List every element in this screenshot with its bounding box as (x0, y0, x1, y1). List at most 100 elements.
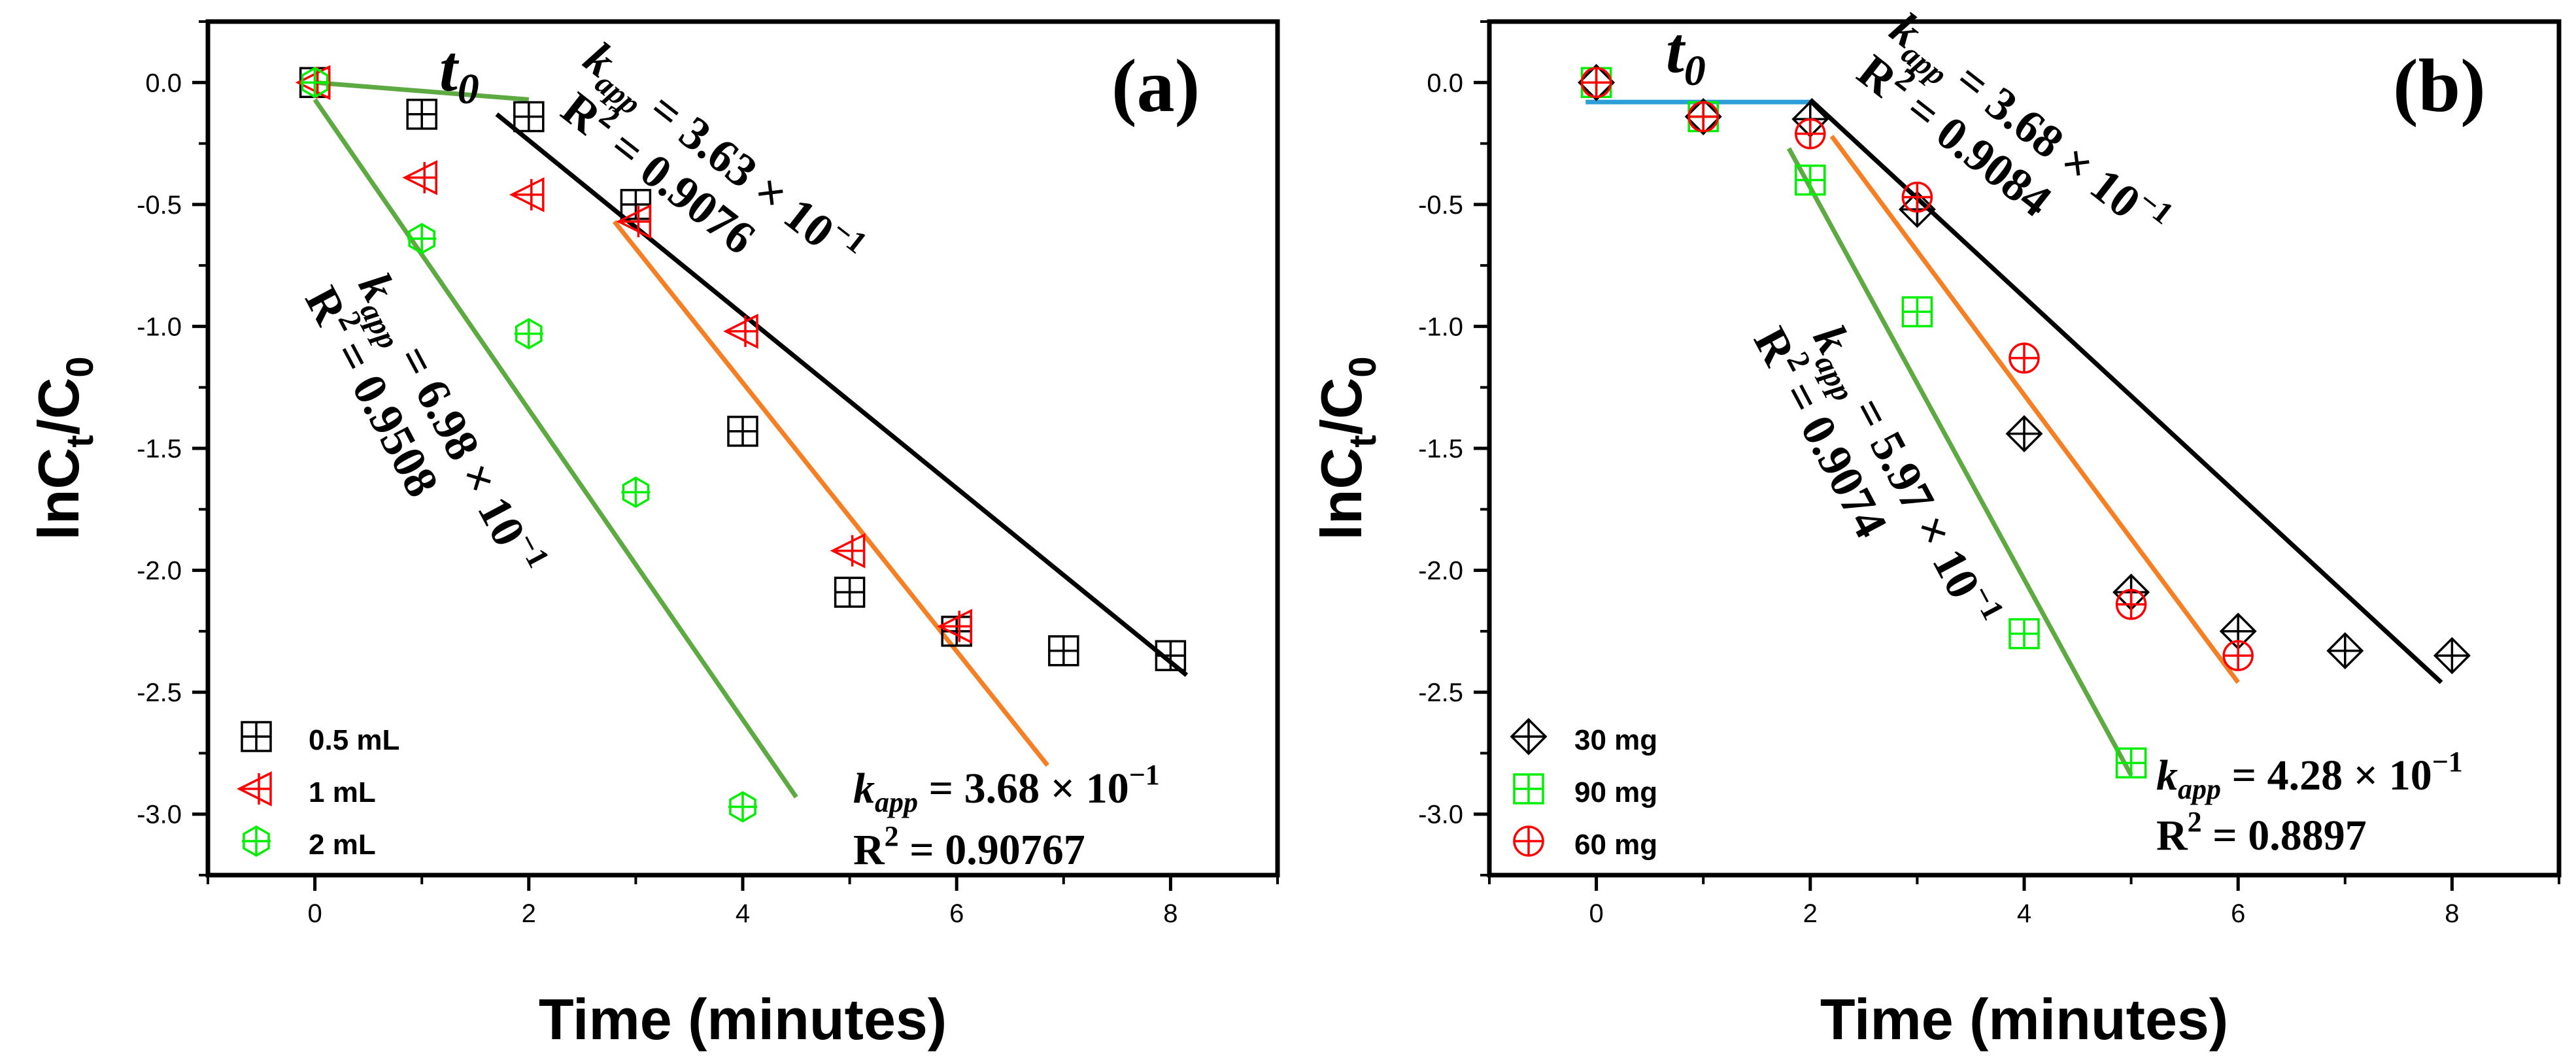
legend-marker (241, 721, 272, 752)
r2-value: = 0.90767 (899, 826, 1085, 874)
panel-b: 0 2 4 6 80.0-0.5-1.0-1.5-2.0-2.5-3.0 (b) t0 … (1309, 2, 2562, 1052)
fit-line (612, 220, 1049, 767)
data-point (830, 533, 866, 569)
annotation-b-2: kapp = 5.97 × 10−1 R2 = 0.9074 (1744, 316, 2011, 625)
x-tick-label: 2 (1803, 899, 1818, 928)
r2-exponent: 2 (2188, 806, 2202, 838)
legend-label-90mg: 90 mg (1574, 776, 1657, 808)
data-point (2005, 415, 2043, 453)
data-points-a (295, 65, 1187, 823)
y-title-sub-2: 0 (59, 356, 101, 377)
legend-label-2ml: 2 mL (309, 829, 376, 861)
r2-exponent: 2 (885, 820, 899, 852)
data-point (300, 67, 330, 99)
k-value: = 4.28 × 10 (2221, 752, 2432, 799)
x-axis-title-b: Time (minutes) (1820, 987, 2228, 1052)
legend-label-1ml: 1 mL (309, 776, 376, 808)
fit-line (495, 112, 1189, 677)
y-title-sub-1: t (59, 435, 101, 448)
fit-line (313, 98, 798, 799)
panel-label-b: (b) (2393, 44, 2486, 128)
data-point (1687, 101, 1719, 133)
k-symbol: k (2156, 752, 2178, 799)
data-point (407, 223, 437, 255)
data-point (514, 318, 543, 350)
svg-text:t0: t0 (439, 32, 479, 113)
data-point (1901, 296, 1933, 327)
svg-text:kapp = 3.68 × 10−1: kapp = 3.68 × 10−1 (853, 759, 1160, 818)
y-tick-label: 0.0 (145, 69, 182, 97)
svg-text:R2 = 0.8897: R2 = 0.8897 (2156, 806, 2367, 859)
data-point (1795, 164, 1826, 196)
fit-lines-a (313, 80, 1189, 799)
k-value: = 3.68 × 10 (918, 765, 1129, 812)
axis-ticks-b: 0 2 4 6 8 0.0 -0.5 -1.0 -1.5 -2.0 -2.5 -3.0 (1418, 20, 2560, 928)
fit-line (1829, 135, 2241, 684)
y-tick-label: -3.0 (137, 801, 182, 829)
y-tick-label: -0.5 (137, 191, 182, 220)
y-title-main: lnC (1309, 448, 1374, 540)
y-axis-title-b: lnCt/C0 (1309, 356, 1384, 540)
legend-marker (1510, 718, 1548, 756)
r2-symbol: R (2156, 812, 2188, 859)
data-point (509, 177, 545, 212)
y-tick-label: -0.5 (1418, 191, 1463, 220)
legend-b: 30 mg 90 mg 60 mg (1510, 718, 1657, 861)
y-title-mid: /C (26, 378, 91, 435)
y-tick-label: -3.0 (1418, 801, 1463, 829)
y-tick-label: -2.5 (137, 678, 182, 707)
fit-line (1787, 147, 2133, 776)
x-tick-label: 4 (736, 899, 750, 928)
y-tick-label: 0.0 (1427, 69, 1463, 97)
data-point (937, 608, 972, 644)
data-point (723, 314, 758, 349)
y-tick-label: -1.0 (137, 312, 182, 341)
data-point (2222, 640, 2254, 671)
legend-label-0-5ml: 0.5 mL (309, 724, 399, 756)
data-point (1580, 67, 1612, 99)
data-point (616, 204, 652, 239)
x-tick-label: 8 (1163, 899, 1178, 928)
annotation-a-2: kapp = 6.98 × 10−1 R2 = 0.9508 (295, 264, 556, 573)
y-title-main: lnC (26, 448, 91, 540)
panel-a: 0 2 4 6 80.0-0.5-1.0-1.5-2.0-2.5-3.0 (a) t0 … (26, 19, 1280, 1052)
legend-marker (242, 825, 271, 857)
t0-sub-b: 0 (1684, 47, 1706, 95)
annotation-a-3: kapp = 3.68 × 10−1 R2 = 0.90767 (853, 759, 1160, 874)
k-sub: app (875, 786, 918, 818)
data-point (2326, 632, 2364, 670)
annotation-b-1: kapp = 3.68 × 10−1 R2 = 0.9084 (1848, 2, 2180, 231)
y-axis-title-a: lnCt/C0 (26, 356, 101, 540)
legend-a: 0.5 mL 1 mL 2 mL (237, 721, 399, 861)
svg-text:R2 = 0.90767: R2 = 0.90767 (853, 820, 1085, 874)
data-point (2433, 637, 2471, 674)
x-tick-label: 8 (2445, 899, 2459, 928)
data-point (406, 99, 437, 130)
data-point (1901, 181, 1933, 213)
y-tick-label: -1.5 (137, 435, 182, 463)
data-point (1048, 635, 1079, 667)
t0-main-a: t (439, 32, 460, 105)
fit-line (314, 80, 530, 102)
k-sub: app (2178, 773, 2221, 805)
y-title-sub-1: t (1342, 435, 1384, 448)
x-tick-label: 0 (307, 899, 322, 928)
data-point (2115, 589, 2147, 620)
x-axis-title-a: Time (minutes) (539, 987, 947, 1052)
y-tick-label: -2.5 (1418, 678, 1463, 707)
x-tick-label: 6 (949, 899, 964, 928)
y-tick-label: -2.0 (1418, 557, 1463, 586)
data-point (2115, 747, 2147, 779)
annotation-b-3: kapp = 4.28 × 10−1 R2 = 0.8897 (2156, 746, 2463, 859)
y-tick-label: -2.0 (137, 557, 182, 586)
axis-ticks-a: 0 2 4 6 8 0.0 -0.5 -1.0 -1.5 -2.0 -2.5 -3.0 (137, 20, 1279, 928)
legend-label-60mg: 60 mg (1574, 829, 1657, 861)
data-point (727, 416, 758, 447)
legend-label-30mg: 30 mg (1574, 724, 1657, 756)
data-point (621, 476, 651, 508)
data-point (728, 791, 757, 823)
data-point (834, 576, 866, 608)
legend-marker (1513, 825, 1544, 857)
x-tick-label: 6 (2231, 899, 2245, 928)
